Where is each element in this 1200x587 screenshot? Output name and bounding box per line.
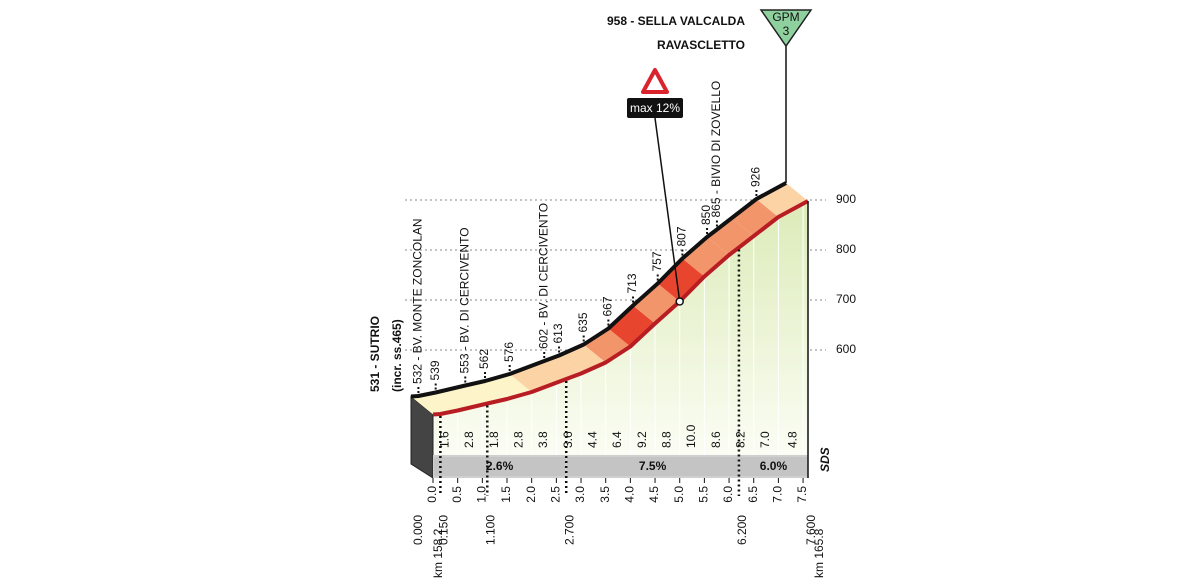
section-label: 6.0% bbox=[760, 459, 788, 473]
gradient-segment bbox=[657, 258, 705, 302]
km-marker-label: 0.000 bbox=[411, 515, 425, 545]
gradient-label: 4.8 bbox=[785, 431, 799, 448]
gradient-label: 1.8 bbox=[487, 431, 501, 448]
altitude-label: 926 bbox=[749, 167, 763, 187]
y-tick-label: 800 bbox=[836, 242, 856, 256]
gradient-segment bbox=[460, 381, 508, 405]
section bbox=[434, 457, 566, 476]
gradient-label: 8.2 bbox=[734, 431, 748, 448]
gpm-label: GPM bbox=[772, 10, 799, 24]
section-label: 7.5% bbox=[639, 459, 667, 473]
gradient-label: 2.8 bbox=[512, 431, 526, 448]
altitude-label: 576 bbox=[502, 342, 516, 362]
gradient-label: 8.6 bbox=[709, 431, 723, 448]
y-tick-label: 600 bbox=[836, 342, 856, 356]
finish-place: RAVASCLETTO bbox=[657, 38, 745, 52]
gradient-label: 7.0 bbox=[758, 431, 772, 448]
altitude-label: 553 - BV. DI CERCIVENTO bbox=[457, 227, 471, 373]
gradient-label: 4.4 bbox=[586, 431, 600, 448]
x-tick-label: 5.0 bbox=[672, 486, 686, 503]
x-tick-label: 6.5 bbox=[746, 486, 760, 503]
ridge-line bbox=[410, 181, 787, 399]
altitude-label: 562 bbox=[477, 349, 491, 369]
km-marker-label: 6.200 bbox=[735, 515, 749, 545]
altitude-label: 532 - BV. MONTE ZONCOLAN bbox=[411, 218, 425, 384]
x-tick-label: 3.0 bbox=[573, 486, 587, 503]
altitude-label: 807 bbox=[675, 226, 689, 246]
gradient-segment bbox=[485, 374, 532, 399]
x-tick-label: 6.0 bbox=[721, 486, 735, 503]
km-marker-label: 0.150 bbox=[437, 515, 451, 545]
km-end: km 165.8 bbox=[812, 528, 826, 578]
front-line bbox=[432, 199, 809, 417]
gradient-segment bbox=[435, 386, 483, 411]
max-leader bbox=[654, 117, 681, 302]
max-marker bbox=[675, 297, 684, 306]
x-tick-label: 2.5 bbox=[549, 486, 563, 503]
x-tick-label: 5.5 bbox=[697, 486, 711, 503]
altitude-label: 667 bbox=[601, 296, 615, 316]
finish-title: 958 - SELLA VALCALDA bbox=[607, 14, 745, 28]
x-tick-label: 7.0 bbox=[771, 486, 785, 503]
x-tick-label: 0.5 bbox=[450, 486, 464, 503]
gradient-label: 3.8 bbox=[536, 431, 550, 448]
altitude-label: 635 bbox=[576, 312, 590, 332]
gradient-label: 8.8 bbox=[660, 431, 674, 448]
x-tick-label: 0.0 bbox=[425, 486, 439, 503]
x-tick-label: 4.5 bbox=[647, 486, 661, 503]
gradient-label: 1.6 bbox=[438, 431, 452, 448]
start-label: 531 - SUTRIO bbox=[368, 316, 382, 392]
gradient-label: 10.0 bbox=[684, 424, 698, 448]
altitude-label: 613 bbox=[551, 323, 565, 343]
section bbox=[567, 457, 738, 476]
altitude-label: 757 bbox=[650, 251, 664, 271]
gradient-segment bbox=[707, 218, 754, 255]
altitude-label: 602 - BV. DI CERCIVENTO bbox=[536, 203, 550, 349]
gpm-badge bbox=[759, 9, 813, 48]
x-tick-label: 3.5 bbox=[598, 486, 612, 503]
max-box bbox=[627, 98, 683, 118]
km-start: km 158.2 bbox=[431, 528, 445, 578]
x-tick-label: 4.0 bbox=[623, 486, 637, 503]
km-marker-label: 2.700 bbox=[562, 515, 576, 545]
altitude-label: 539 bbox=[428, 360, 442, 380]
gpm-category: 3 bbox=[783, 24, 790, 38]
profile-area bbox=[433, 201, 808, 455]
gradient-segment bbox=[682, 237, 730, 277]
gradient-segment bbox=[633, 283, 680, 324]
altitude-label: 713 bbox=[625, 273, 639, 293]
x-tick-label: 2.0 bbox=[524, 486, 538, 503]
warning-icon bbox=[641, 68, 669, 94]
section-label: 2.6% bbox=[486, 459, 514, 473]
gradient-label: 3.6 bbox=[561, 431, 575, 448]
y-tick-label: 900 bbox=[836, 192, 856, 206]
max-label: max 12% bbox=[630, 101, 680, 115]
altitude-label: 865 - BIVIO DI ZOVELLO bbox=[709, 81, 723, 218]
y-tick-label: 700 bbox=[836, 292, 856, 306]
km-marker-label: 1.100 bbox=[483, 515, 497, 545]
x-tick-label: 7.5 bbox=[795, 486, 809, 503]
x-tick-label: 1.0 bbox=[475, 486, 489, 503]
gradient-label: 2.8 bbox=[462, 431, 476, 448]
section bbox=[739, 457, 807, 476]
logo: SDS bbox=[818, 447, 832, 472]
gradient-label: 6.4 bbox=[610, 431, 624, 448]
gradient-segment bbox=[608, 305, 656, 347]
gradient-label: 9.2 bbox=[635, 431, 649, 448]
altitude-label: 850 bbox=[699, 205, 713, 225]
gradient-segment bbox=[411, 392, 458, 415]
km-marker-label: 7.600 bbox=[804, 515, 818, 545]
gradient-segment bbox=[731, 199, 779, 237]
gradient-segment bbox=[756, 183, 808, 217]
start-note: (incr. ss.465) bbox=[390, 319, 404, 392]
x-tick-label: 1.5 bbox=[499, 486, 513, 503]
